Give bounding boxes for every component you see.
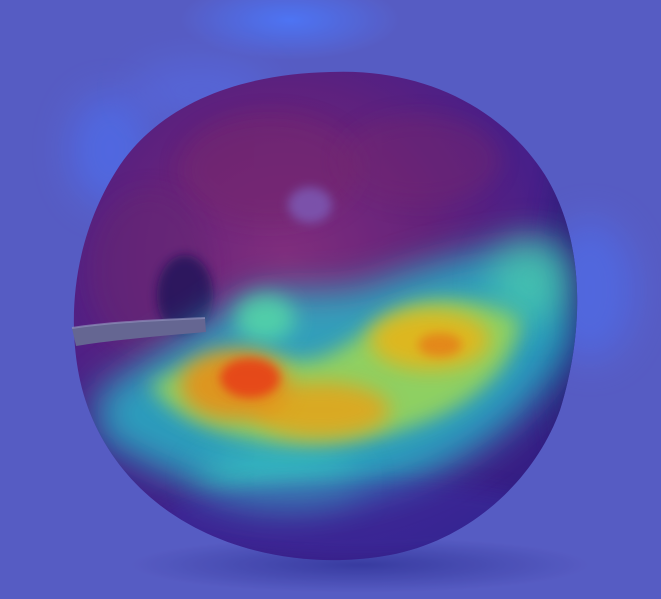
heatmap-wash — [0, 0, 661, 599]
heatmap-apple-svg — [0, 0, 661, 599]
heatmap-image — [0, 0, 661, 599]
